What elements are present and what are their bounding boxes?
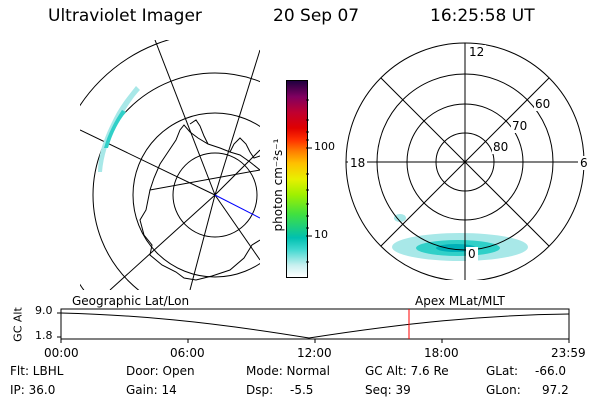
dsp-value: -5.5	[290, 383, 314, 397]
gc-alt-info: GC Alt: 7.6 Re	[365, 364, 449, 378]
meridian-line	[214, 194, 260, 261]
colorbar-tick-10: 10	[314, 228, 328, 241]
timeline-frame	[60, 308, 570, 340]
geographic-map	[80, 40, 260, 290]
meridian-line	[80, 129, 216, 196]
colorbar-tick-100: 100	[314, 140, 335, 153]
colorbar	[286, 80, 308, 278]
polar-label-right: 6	[578, 156, 590, 170]
glat-label: GLat:	[486, 364, 519, 378]
mode-info: Mode: Normal	[246, 364, 330, 378]
meridian-line	[214, 149, 260, 196]
timeline-axis-label: GC Alt	[11, 307, 25, 342]
local-meridian-line	[214, 194, 260, 219]
polar-ring-label-80: 80	[492, 140, 510, 154]
glon-value: 97.2	[542, 383, 569, 397]
timeline-xtick-1800: 18:00	[424, 346, 459, 360]
door-info: Door: Open	[126, 364, 195, 378]
polar-label-bottom: 0	[466, 247, 478, 261]
observation-time: 16:25:58 UT	[430, 6, 535, 26]
coastline	[139, 119, 260, 281]
polar-label-left: 18	[348, 156, 368, 170]
latitude-circle	[132, 112, 260, 278]
glon-label: GLon:	[486, 383, 521, 397]
timeline-left-label: Geographic Lat/Lon	[72, 294, 190, 308]
polar-plot	[345, 42, 585, 280]
filter-info: Flt: LBHL	[10, 364, 64, 378]
colorbar-ticks	[306, 99, 312, 263]
altitude-curve	[60, 312, 570, 339]
latitude-circle	[92, 72, 260, 290]
polar-ring-label-70: 70	[511, 119, 529, 133]
timeline-xtick-2359: 23:59	[551, 346, 586, 360]
aurora-oval	[394, 214, 406, 222]
polar-ring-label-60: 60	[534, 97, 552, 111]
dsp-label: Dsp:	[246, 383, 274, 397]
observation-date: 20 Sep 07	[273, 6, 360, 26]
glat-value: -66.0	[535, 364, 567, 378]
timeline-right-label: Apex MLat/MLT	[415, 294, 505, 308]
ip-info: IP: 36.0	[10, 383, 56, 397]
meridian-line	[189, 194, 216, 290]
timeline-xtick-0600: 06:00	[170, 346, 205, 360]
polar-diagonal	[380, 77, 550, 247]
meridian-line	[214, 49, 260, 196]
aurora-emission	[104, 110, 126, 148]
instrument-title: Ultraviolet Imager	[48, 6, 202, 26]
timeline-xtick-1200: 12:00	[297, 346, 332, 360]
gain-info: Gain: 14	[126, 383, 177, 397]
altitude-timeline	[57, 308, 570, 343]
latitude-circle	[172, 152, 258, 238]
seq-info: Seq: 39	[365, 383, 411, 397]
meridian-line	[109, 194, 216, 290]
polar-label-top: 12	[467, 45, 487, 59]
meridian-line	[154, 40, 216, 196]
timeline-ytick-bottom: 1.8	[35, 329, 53, 342]
colorbar-unit-label: photon cm⁻²s⁻¹	[271, 138, 285, 232]
timeline-ytick-top: 9.0	[35, 304, 53, 317]
aurora-emission	[98, 86, 140, 172]
timeline-xtick-0000: 00:00	[44, 346, 79, 360]
